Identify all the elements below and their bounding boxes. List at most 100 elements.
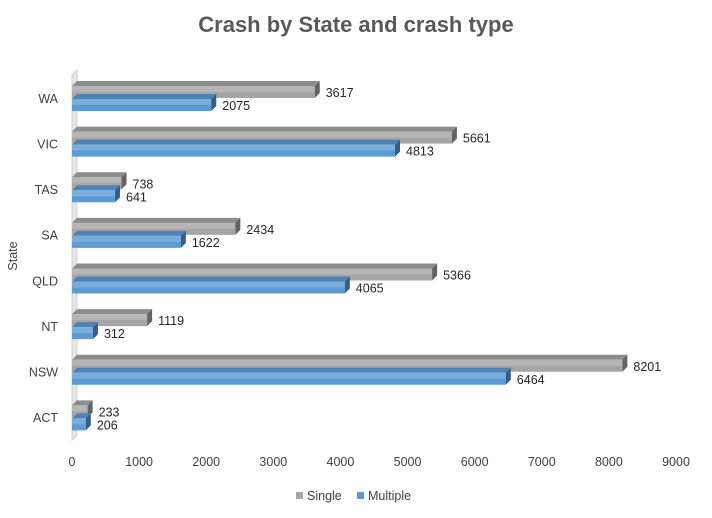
bar-side-face [395, 139, 401, 157]
bar-highlight [72, 359, 623, 366]
bar-side-face [147, 309, 153, 327]
legend-swatch-multiple [357, 492, 364, 499]
bar-top-face [72, 185, 121, 191]
bar-side-face [115, 185, 121, 203]
bar-side-face [87, 400, 93, 418]
x-tick-label: 1000 [125, 455, 153, 469]
legend: Single Multiple [296, 489, 411, 503]
data-label: 5661 [463, 132, 491, 146]
bar-top-face [72, 322, 98, 328]
legend-swatch-single [296, 492, 303, 499]
bar-top-face [72, 230, 186, 236]
bar-top-face [72, 400, 93, 406]
data-label: 8201 [633, 360, 661, 374]
bar-front-face [72, 281, 345, 294]
bar-highlight [72, 177, 122, 184]
bar-top-face [72, 263, 438, 269]
bar-top-face [72, 217, 241, 223]
chart-title: Crash by State and crash type [198, 12, 513, 37]
bar-highlight [72, 281, 345, 288]
bar-multiple-sa: 1622 [72, 230, 220, 250]
x-tick-label: 5000 [394, 455, 422, 469]
x-tick-label: 7000 [528, 455, 556, 469]
y-axis-label: State [6, 241, 20, 270]
data-label: 738 [133, 177, 154, 191]
category-label-act: ACT [33, 411, 58, 425]
bar-top-face [72, 309, 153, 315]
bar-front-face [72, 190, 116, 203]
x-tick-label: 4000 [327, 455, 355, 469]
bar-top-face [72, 94, 217, 99]
data-label: 641 [126, 190, 147, 204]
bar-side-face [211, 94, 217, 111]
bar-front-face [72, 99, 212, 111]
category-label-nt: NT [41, 320, 58, 334]
bar-highlight [72, 372, 506, 379]
x-axis-ticks: 0 1000 2000 3000 4000 5000 6000 7000 8000 9000 [69, 455, 690, 469]
bar-highlight [72, 222, 236, 229]
bar-side-face [92, 322, 98, 340]
category-label-sa: SA [41, 229, 58, 243]
x-tick-label: 8000 [595, 455, 623, 469]
bar-top-face [72, 276, 350, 282]
bar-highlight [72, 99, 212, 105]
category-labels: ACT NSW NT QLD SA TAS VIC WA [29, 92, 59, 425]
bar-top-face [72, 172, 127, 178]
bar-highlight [72, 268, 433, 275]
bar-side-face [622, 354, 628, 372]
category-label-wa: WA [38, 92, 58, 106]
bar-highlight [72, 418, 86, 425]
bar-highlight [72, 190, 116, 197]
x-tick-label: 9000 [662, 455, 690, 469]
legend-label-single: Single [307, 489, 342, 503]
bar-top-face [72, 81, 320, 86]
bar-multiple-wa: 2075 [72, 94, 250, 113]
bar-multiple-nsw: 6464 [72, 367, 545, 387]
bar-front-face [72, 144, 396, 157]
x-tick-label: 3000 [259, 455, 287, 469]
data-label: 4813 [406, 145, 434, 159]
bar-front-face [72, 418, 86, 431]
bar-highlight [72, 405, 88, 412]
legend-label-multiple: Multiple [368, 489, 411, 503]
bar-single-act: 233 [72, 400, 120, 419]
bar-top-face [72, 139, 401, 145]
bar-side-face [451, 126, 457, 144]
bar-highlight [72, 314, 148, 321]
data-label: 206 [97, 418, 118, 432]
bar-highlight [72, 144, 396, 151]
data-label: 4065 [356, 282, 384, 296]
bar-side-face [180, 230, 186, 248]
bar-side-face [505, 367, 511, 385]
bar-side-face [235, 217, 241, 235]
bar-highlight [72, 131, 452, 138]
bar-multiple-act: 206 [72, 413, 118, 432]
data-label: 1622 [192, 236, 220, 250]
bar-single-nt: 1119 [72, 309, 184, 328]
x-tick-label: 2000 [192, 455, 220, 469]
bar-top-face [72, 354, 628, 360]
data-label: 1119 [158, 314, 184, 328]
bar-side-face [344, 276, 350, 294]
data-label: 3617 [326, 86, 354, 100]
bar-highlight [72, 86, 315, 92]
bar-multiple-nt: 312 [72, 322, 125, 341]
bar-side-face [432, 263, 438, 281]
bar-front-face [72, 372, 506, 385]
bar-multiple-tas: 641 [72, 185, 147, 204]
bar-front-face [72, 235, 181, 248]
bar-multiple-qld: 4065 [72, 276, 384, 296]
data-label: 6464 [517, 373, 545, 387]
bar-top-face [72, 413, 91, 419]
data-label: 2434 [246, 223, 274, 237]
bar-highlight [72, 235, 181, 242]
data-label: 2075 [222, 99, 250, 113]
bar-side-face [85, 413, 91, 431]
bar-front-face [72, 327, 93, 340]
bar-top-face [72, 126, 457, 132]
x-tick-label: 6000 [461, 455, 489, 469]
data-label: 5366 [443, 269, 471, 283]
x-tick-label: 0 [69, 455, 76, 469]
